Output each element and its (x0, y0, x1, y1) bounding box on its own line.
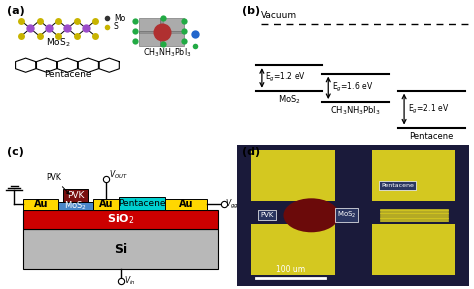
Text: PVK: PVK (46, 173, 69, 194)
Bar (251, 215, 456, 227)
Text: MoS$_2$: MoS$_2$ (337, 210, 356, 221)
Text: E$_g$=1.6 eV: E$_g$=1.6 eV (332, 81, 373, 95)
Text: Pentacene: Pentacene (44, 70, 91, 79)
Bar (23, 229, 219, 269)
Bar (251, 150, 335, 201)
Text: 100 um: 100 um (276, 265, 305, 274)
Text: Au: Au (99, 199, 113, 209)
Text: MoS$_2$: MoS$_2$ (64, 200, 87, 212)
Bar (372, 150, 456, 201)
Text: (b): (b) (242, 6, 260, 16)
Polygon shape (139, 31, 163, 46)
Bar (58, 202, 93, 210)
Bar (251, 201, 456, 224)
Bar (251, 201, 456, 212)
Text: CH$_3$NH$_3$PbI$_3$: CH$_3$NH$_3$PbI$_3$ (143, 46, 191, 59)
Bar (93, 199, 118, 210)
Text: PVK: PVK (260, 212, 273, 218)
Text: E$_g$=2.1 eV: E$_g$=2.1 eV (408, 103, 449, 116)
Text: SiO$_2$: SiO$_2$ (107, 213, 135, 227)
Text: (d): (d) (242, 147, 260, 157)
Polygon shape (160, 18, 184, 33)
Text: PVK: PVK (67, 191, 84, 200)
Text: MoS$_2$: MoS$_2$ (278, 93, 301, 105)
Bar (23, 210, 219, 229)
Bar (63, 189, 88, 202)
Bar (251, 225, 335, 275)
Text: $V_{in}$: $V_{in}$ (124, 274, 136, 287)
Text: CH$_3$NH$_3$PbI$_3$: CH$_3$NH$_3$PbI$_3$ (330, 104, 381, 117)
Text: Pentacene: Pentacene (381, 183, 414, 188)
Bar (118, 197, 165, 210)
Text: (c): (c) (7, 147, 24, 157)
Text: Mo: Mo (114, 14, 125, 23)
Bar (165, 199, 207, 210)
Bar (335, 150, 372, 275)
Text: $V_{gg}$: $V_{gg}$ (226, 198, 239, 211)
Text: Pentacene: Pentacene (409, 132, 454, 141)
Text: $V_{OUT}$: $V_{OUT}$ (109, 169, 128, 181)
Text: S: S (114, 23, 118, 32)
Polygon shape (139, 18, 163, 33)
Circle shape (283, 198, 339, 232)
Text: E$_g$=1.2 eV: E$_g$=1.2 eV (265, 71, 306, 84)
Bar (372, 225, 456, 275)
Text: Au: Au (34, 199, 48, 209)
Bar (23, 199, 58, 210)
Polygon shape (160, 31, 184, 46)
Text: Pentacene: Pentacene (118, 199, 165, 208)
Text: (a): (a) (7, 6, 25, 16)
Text: MoS$_2$: MoS$_2$ (46, 36, 71, 49)
Text: Si: Si (114, 243, 128, 256)
Text: Vacuum: Vacuum (261, 11, 297, 20)
Text: Au: Au (179, 199, 193, 209)
